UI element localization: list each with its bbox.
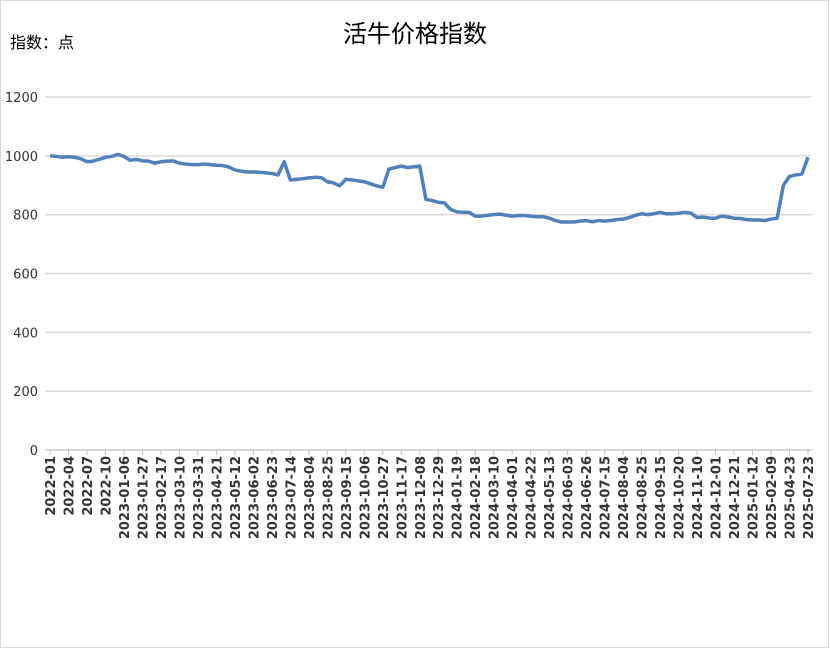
y-tick-label: 400 <box>13 326 38 341</box>
x-tick-label: 2023-01-27 <box>136 456 151 539</box>
x-tick-label: 2024-12-01 <box>710 456 725 539</box>
x-tick-label: 2023-06-23 <box>266 456 281 539</box>
x-tick-label: 2022-01 <box>44 456 59 516</box>
x-tick-label: 2024-12-21 <box>728 456 743 539</box>
x-tick-label: 2024-01-19 <box>451 456 466 539</box>
y-tick-label: 600 <box>13 268 38 283</box>
x-tick-label: 2024-08-25 <box>636 456 651 539</box>
y-tick-label: 1200 <box>5 91 38 106</box>
data-line <box>49 152 810 224</box>
x-tick-label: 2023-08-25 <box>321 456 336 539</box>
x-tick-label: 2023-02-17 <box>155 456 170 539</box>
x-tick-label: 2022-04 <box>62 456 77 516</box>
x-tick-label: 2023-12-29 <box>432 456 447 539</box>
x-tick-label: 2024-07-15 <box>599 456 614 539</box>
x-tick-label: 2024-02-18 <box>469 456 484 539</box>
x-tick-label: 2023-11-17 <box>395 456 410 539</box>
x-tick-label: 2024-04-01 <box>506 456 521 539</box>
x-tick-label: 2024-06-26 <box>580 456 595 539</box>
x-tick-label: 2023-07-14 <box>284 456 299 539</box>
x-tick-label: 2023-03-31 <box>192 456 207 539</box>
x-tick-label: 2024-11-10 <box>691 456 706 539</box>
x-tick-label: 2023-05-12 <box>229 456 244 539</box>
chart-title: 活牛价格指数 <box>343 20 487 48</box>
y-tick-label: 1000 <box>5 150 38 165</box>
x-tick-label: 2024-09-15 <box>654 456 669 539</box>
x-tick-label: 2025-02-09 <box>765 456 780 539</box>
x-tick-label: 2023-01-06 <box>118 456 133 539</box>
x-tick-label: 2024-04-22 <box>525 456 540 539</box>
y-tick-label: 0 <box>30 444 38 459</box>
x-tick-label: 2023-06-02 <box>247 456 262 539</box>
x-tick-label: 2022-10 <box>99 456 114 516</box>
x-tick-label: 2023-09-15 <box>340 456 355 539</box>
x-tick-label: 2025-07-23 <box>802 456 817 539</box>
y-axis-label: 指数：点 <box>10 33 74 52</box>
y-tick-label: 800 <box>13 209 38 224</box>
x-tick-label: 2023-04-21 <box>210 456 225 539</box>
x-tick-label: 2023-10-06 <box>358 456 373 539</box>
x-tick-label: 2023-12-08 <box>414 456 429 539</box>
x-tick-label: 2023-08-04 <box>303 456 318 539</box>
x-tick-label: 2023-10-27 <box>377 456 392 539</box>
x-tick-label: 2025-04-23 <box>784 456 799 539</box>
x-tick-label: 2024-08-04 <box>617 456 632 539</box>
x-tick-label: 2024-03-10 <box>488 456 503 539</box>
x-tick-label: 2024-10-20 <box>673 456 688 539</box>
x-tick-label: 2022-07 <box>81 456 96 516</box>
x-tick-label: 2025-01-12 <box>747 456 762 539</box>
x-tick-label: 2024-05-13 <box>543 456 558 539</box>
x-tick-label: 2023-03-10 <box>173 456 188 539</box>
x-tick-label: 2024-06-03 <box>562 456 577 539</box>
y-tick-label: 200 <box>13 385 38 400</box>
